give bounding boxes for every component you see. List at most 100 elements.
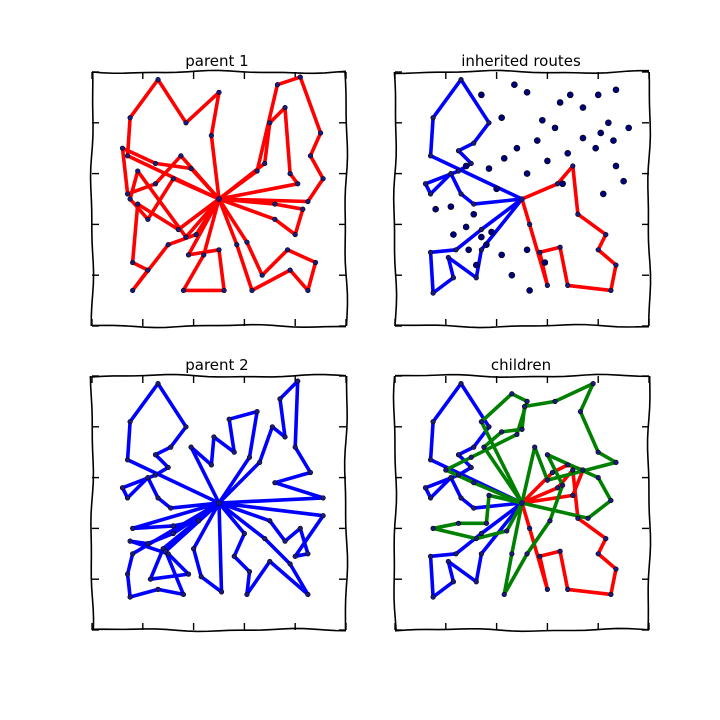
city-point: [155, 586, 161, 592]
city-point: [254, 168, 260, 174]
city-point: [208, 462, 214, 468]
axis-spine: [344, 71, 349, 327]
axes-frame: [89, 69, 349, 329]
city-point: [262, 160, 268, 167]
axis-spine: [91, 69, 347, 75]
route-line: [125, 501, 221, 599]
city-point: [483, 520, 490, 526]
city-point: [287, 267, 293, 273]
city-point: [145, 267, 151, 273]
city-point: [585, 515, 591, 521]
city-point: [216, 89, 222, 95]
city-point: [135, 201, 141, 207]
city-point: [613, 262, 619, 268]
city-point: [241, 530, 247, 537]
city-point: [282, 434, 288, 440]
city-point: [422, 485, 429, 491]
route-line: [217, 197, 318, 293]
city-point: [295, 181, 301, 187]
city-point: [152, 452, 159, 458]
city-point: [544, 586, 551, 592]
city-point: [445, 558, 451, 565]
city-point: [147, 576, 154, 582]
city-point: [498, 251, 505, 259]
city-point: [272, 480, 278, 486]
city-point: [198, 574, 204, 580]
city-point: [595, 449, 601, 455]
city-point: [450, 579, 457, 585]
city-point: [565, 462, 571, 468]
city-point: [471, 480, 477, 486]
city-point: [620, 177, 627, 185]
city-point: [613, 459, 619, 465]
city-point: [541, 259, 549, 266]
city-point: [455, 148, 462, 154]
city-point: [575, 515, 581, 521]
city-point: [188, 165, 194, 172]
city-point: [272, 216, 278, 222]
city-point: [595, 475, 601, 481]
city-point: [554, 485, 561, 491]
city-point: [533, 137, 541, 144]
city-point: [471, 444, 477, 450]
city-point: [124, 495, 131, 501]
city-point: [559, 180, 566, 188]
city-point: [430, 115, 436, 121]
city-point: [523, 170, 531, 177]
city-point: [430, 525, 436, 532]
depot-point: [216, 196, 222, 202]
city-point: [145, 216, 151, 222]
axis-spine: [647, 71, 652, 327]
city-point: [605, 119, 612, 127]
city-point: [468, 464, 474, 471]
city-point: [612, 162, 620, 170]
city-point: [432, 205, 439, 213]
route-line: [217, 197, 305, 237]
city-point: [532, 444, 538, 450]
city-point: [501, 591, 507, 598]
city-point: [610, 137, 617, 144]
city-point: [124, 153, 131, 159]
city-point: [297, 74, 303, 80]
tick-marks: [91, 71, 347, 327]
city-point: [498, 114, 505, 122]
city-point: [612, 86, 620, 94]
city-point: [155, 495, 161, 501]
city-point: [277, 396, 283, 402]
city-point: [483, 241, 490, 249]
city-point: [486, 120, 492, 126]
city-point: [544, 452, 551, 458]
city-point: [180, 591, 187, 598]
city-point: [462, 162, 470, 170]
city-point: [170, 530, 176, 537]
city-point: [165, 464, 171, 471]
city-point: [267, 120, 273, 126]
city-point: [511, 81, 518, 88]
axis-spine: [89, 375, 95, 631]
city-point: [625, 124, 632, 132]
city-point: [565, 282, 571, 288]
axis-spine: [646, 375, 652, 631]
route-line: [431, 493, 524, 541]
city-point: [320, 513, 326, 519]
panel-title: inherited routes: [461, 52, 581, 70]
city-point: [284, 247, 291, 253]
city-point: [445, 254, 451, 261]
panel-parent-1: parent 1: [89, 52, 349, 329]
city-point: [458, 77, 464, 83]
axis-spine: [394, 69, 650, 75]
city-point: [590, 381, 596, 387]
city-point: [231, 553, 237, 559]
city-point: [468, 160, 474, 167]
city-point: [458, 381, 464, 387]
city-point: [163, 548, 169, 554]
panel-title: children: [491, 356, 551, 374]
city-point: [427, 457, 434, 463]
route-line: [520, 468, 618, 597]
city-point: [577, 408, 584, 415]
city-point: [579, 104, 587, 111]
city-point: [178, 153, 184, 159]
city-point: [504, 528, 510, 534]
city-point: [544, 477, 551, 483]
